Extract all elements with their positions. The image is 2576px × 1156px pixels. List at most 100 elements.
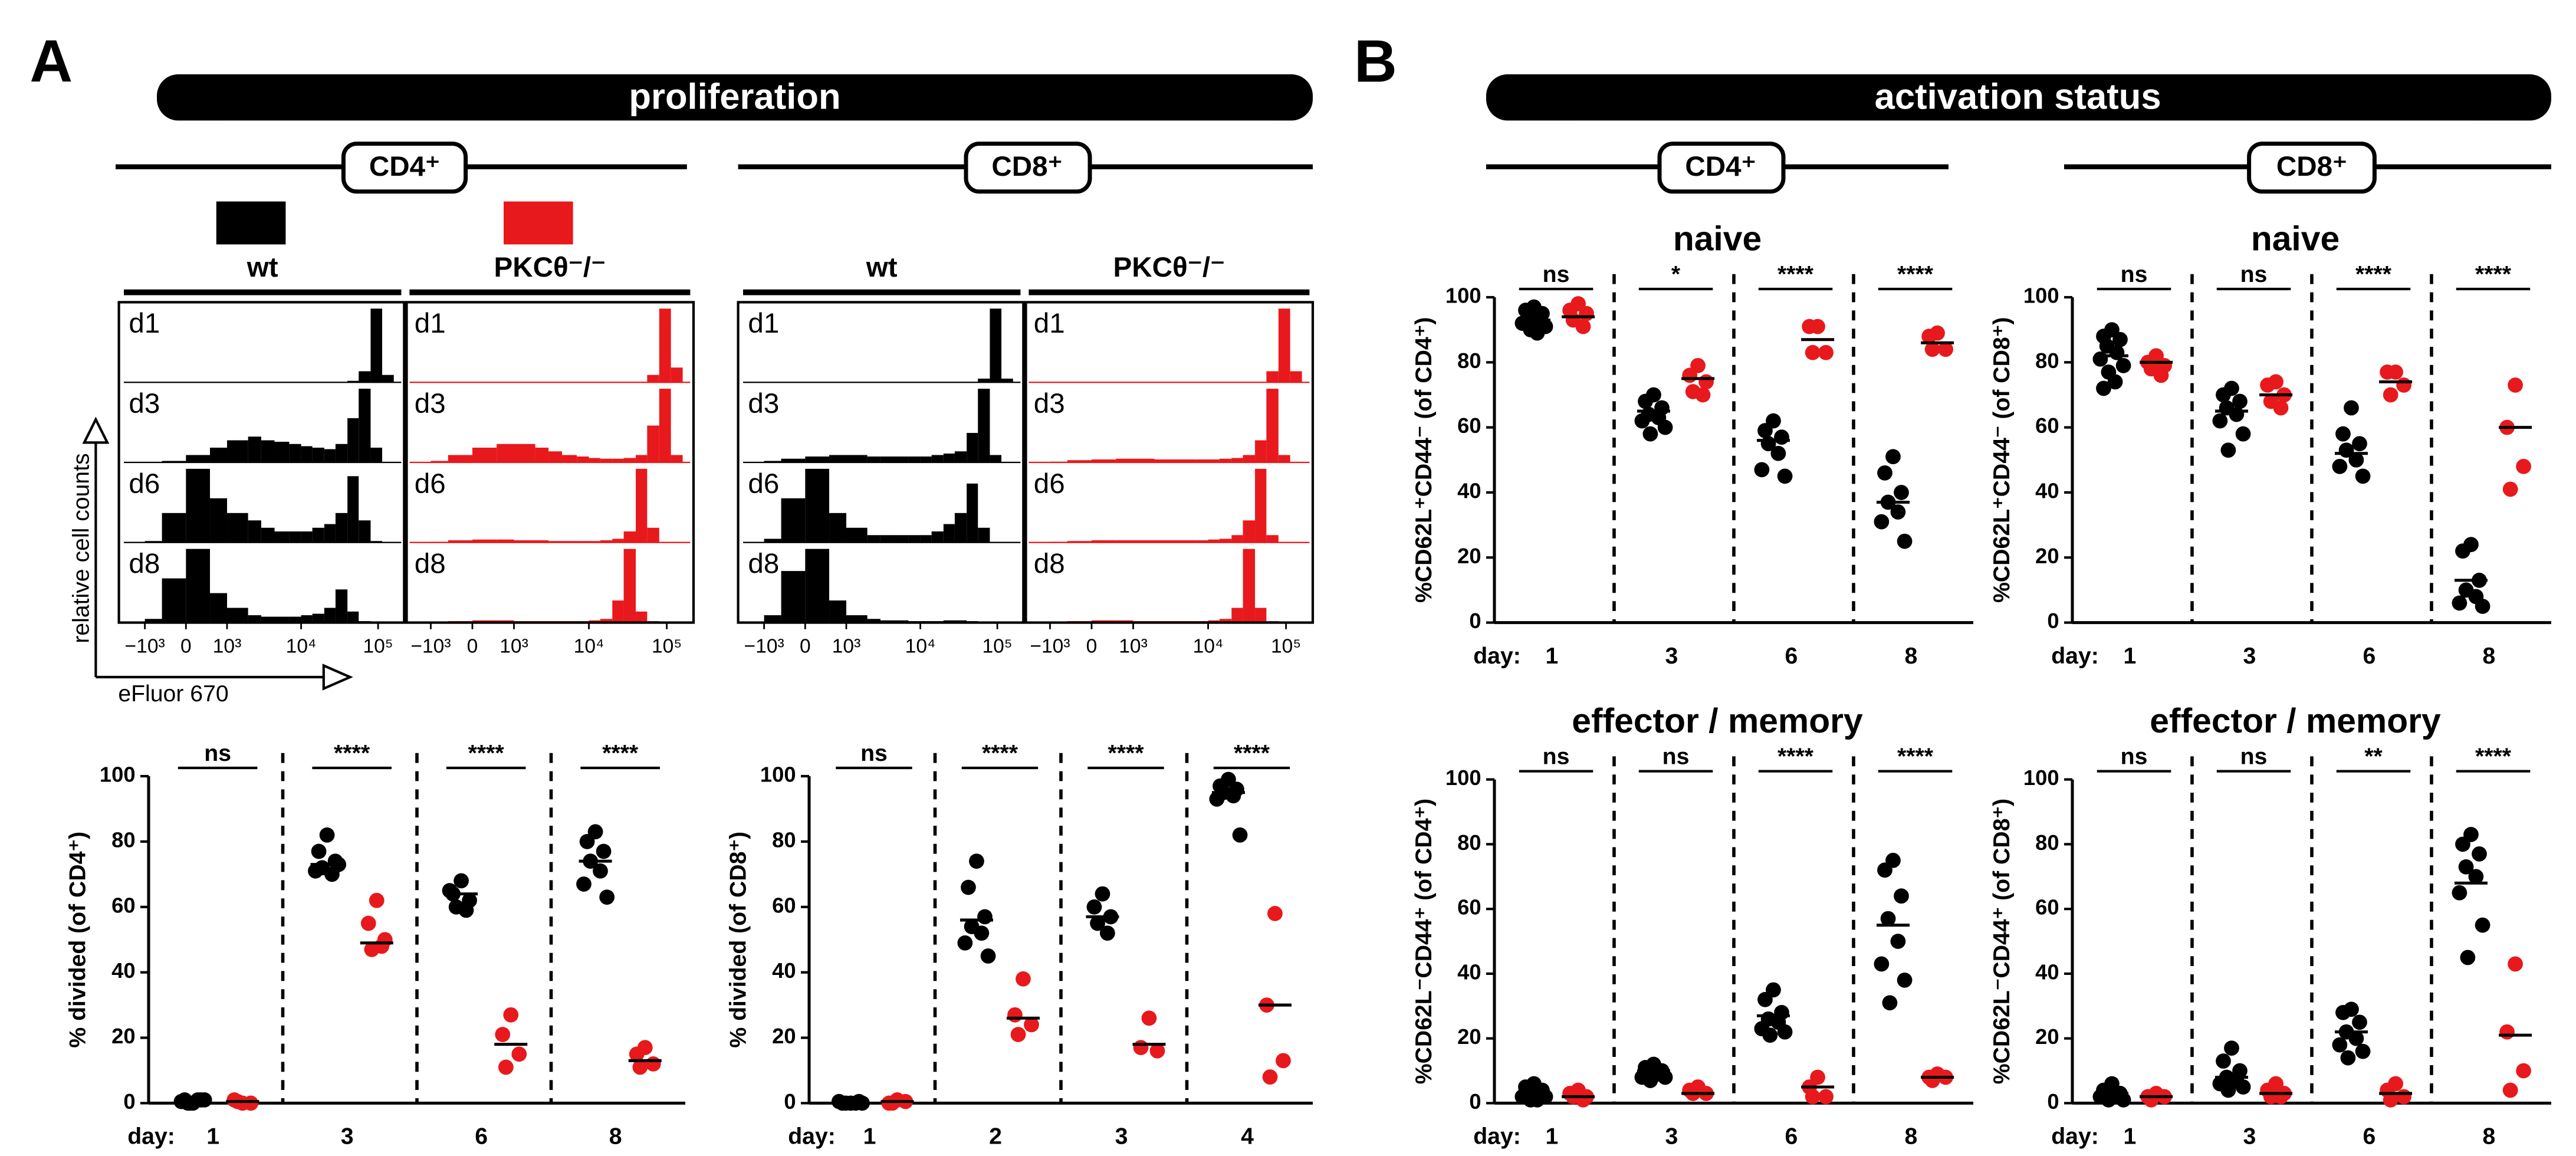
y-tick-label: 40 bbox=[1457, 960, 1481, 984]
data-point bbox=[1529, 1092, 1545, 1108]
histogram-bin bbox=[359, 371, 371, 383]
group-label: PKCθ⁻/⁻ bbox=[494, 252, 606, 283]
x-tick-label: 3 bbox=[341, 1124, 354, 1150]
data-point bbox=[1682, 367, 1697, 383]
data-point bbox=[2355, 1043, 2371, 1059]
data-point bbox=[2383, 387, 2398, 403]
histogram-bin bbox=[600, 540, 613, 543]
data-point bbox=[2380, 364, 2395, 380]
data-point bbox=[1894, 888, 1909, 904]
y-tick-label: 60 bbox=[1457, 413, 1481, 438]
y-tick-label: 80 bbox=[1457, 349, 1481, 373]
y-tick-label: 80 bbox=[111, 827, 135, 852]
data-point bbox=[629, 1046, 645, 1062]
histogram-bin bbox=[1001, 378, 1013, 383]
histogram-bin bbox=[347, 418, 359, 462]
data-point bbox=[2092, 351, 2108, 367]
histogram-bin bbox=[659, 389, 671, 462]
data-point bbox=[1890, 504, 1906, 520]
data-point bbox=[2220, 1082, 2236, 1098]
data-point bbox=[1575, 318, 1591, 334]
significance-label: **** bbox=[334, 741, 370, 766]
histogram-bin bbox=[908, 535, 921, 543]
subset-boxes bbox=[341, 142, 2377, 194]
data-point bbox=[1695, 387, 1711, 403]
histogram-bin bbox=[1196, 540, 1208, 543]
significance-label: **** bbox=[1777, 262, 1814, 287]
y-axis-label: % divided (of CD8⁺) bbox=[726, 832, 751, 1048]
histogram-bin bbox=[867, 457, 880, 462]
data-point bbox=[1921, 329, 1937, 344]
x-tick-label: 10⁵ bbox=[1271, 635, 1301, 657]
histogram-bin bbox=[261, 616, 275, 623]
data-point bbox=[1529, 325, 1545, 341]
y-tick-label: 60 bbox=[772, 893, 796, 917]
histogram-bin bbox=[347, 611, 359, 623]
data-point bbox=[2452, 885, 2467, 901]
y-tick-label: 20 bbox=[2035, 544, 2059, 568]
panel-label: B bbox=[1354, 29, 1397, 95]
x-tick-label: 8 bbox=[2483, 1124, 2496, 1150]
y-axis-label: %CD62L⁺CD44⁻ (of CD8⁺) bbox=[1989, 317, 2015, 603]
y-tick-label: 20 bbox=[2035, 1024, 2059, 1049]
data-point bbox=[1095, 886, 1110, 902]
axis-label: eFluor 670 bbox=[118, 681, 228, 707]
histogram-bin bbox=[1219, 458, 1232, 462]
chart-title: effector / memory bbox=[2150, 702, 2441, 740]
y-tick-label: 20 bbox=[772, 1024, 796, 1048]
row-label: d1 bbox=[129, 308, 160, 339]
group-label: wt bbox=[247, 252, 278, 283]
legend-swatch bbox=[504, 201, 573, 245]
significance-label: ns bbox=[2240, 262, 2268, 287]
histogram-bin bbox=[561, 455, 577, 462]
significance-label: **** bbox=[1897, 744, 1934, 770]
data-point bbox=[2332, 458, 2348, 474]
histogram-bin bbox=[370, 541, 383, 543]
subset-label: CD8⁺ bbox=[2276, 151, 2347, 182]
histogram-bin bbox=[600, 458, 613, 462]
data-point bbox=[1757, 423, 1773, 439]
data-point bbox=[2153, 367, 2169, 383]
histogram-bin bbox=[1091, 459, 1116, 462]
histogram-bin bbox=[248, 436, 261, 462]
data-point bbox=[2452, 595, 2467, 611]
row-label: d3 bbox=[129, 388, 160, 419]
data-point bbox=[2396, 1089, 2411, 1105]
x-tick-label: 10³ bbox=[213, 635, 242, 657]
histogram-bin bbox=[162, 461, 186, 462]
data-point bbox=[1874, 514, 1890, 530]
data-point bbox=[2348, 452, 2364, 468]
data-point bbox=[511, 1046, 527, 1062]
y-axis-label: %CD62L⁻CD44⁺ (of CD4⁺) bbox=[1411, 799, 1437, 1084]
histogram-bin bbox=[274, 616, 290, 623]
data-point bbox=[2229, 406, 2245, 422]
histogram-bin bbox=[162, 578, 186, 623]
significance-label: **** bbox=[2355, 262, 2392, 287]
data-point bbox=[593, 863, 608, 879]
data-point bbox=[2273, 400, 2289, 416]
data-point bbox=[599, 889, 615, 905]
data-point bbox=[1133, 1040, 1149, 1056]
x-tick-label: 10⁵ bbox=[652, 635, 682, 657]
row-label: d1 bbox=[1034, 308, 1065, 339]
y-tick-label: 0 bbox=[2047, 609, 2059, 633]
histogram-bin bbox=[312, 613, 324, 623]
histogram-bin bbox=[1219, 619, 1232, 623]
data-point bbox=[645, 1056, 661, 1072]
histogram-bin bbox=[261, 527, 275, 543]
y-tick-label: 60 bbox=[2035, 413, 2059, 438]
significance-label: ns bbox=[1543, 262, 1570, 287]
axis-arrows bbox=[82, 416, 353, 691]
histogram-bin bbox=[289, 444, 301, 462]
histogram-bin bbox=[623, 549, 636, 623]
histogram-bin bbox=[535, 448, 549, 462]
histogram-bin bbox=[805, 457, 830, 462]
data-point bbox=[831, 1093, 847, 1109]
data-point bbox=[2508, 956, 2523, 972]
data-point bbox=[2107, 374, 2123, 390]
significance-label: **** bbox=[982, 741, 1018, 766]
histogram-bin bbox=[1154, 459, 1168, 462]
histogram-bin bbox=[978, 378, 990, 383]
histogram-bin bbox=[1091, 540, 1116, 543]
histogram-bin bbox=[335, 589, 348, 623]
